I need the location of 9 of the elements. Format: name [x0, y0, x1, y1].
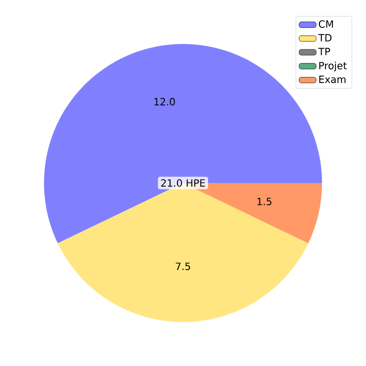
legend-label: CM — [318, 20, 333, 28]
legend-label: TP — [318, 48, 330, 56]
data-label: 7.5 — [176, 262, 190, 270]
data-label: 12.0 — [154, 98, 175, 106]
legend-label: Exam — [319, 76, 346, 84]
data-label: 1.5 — [257, 198, 272, 206]
legend-label: TD — [318, 34, 332, 42]
text: 21.0 HPE — [161, 179, 205, 187]
legend-label: Projet — [319, 62, 347, 72]
